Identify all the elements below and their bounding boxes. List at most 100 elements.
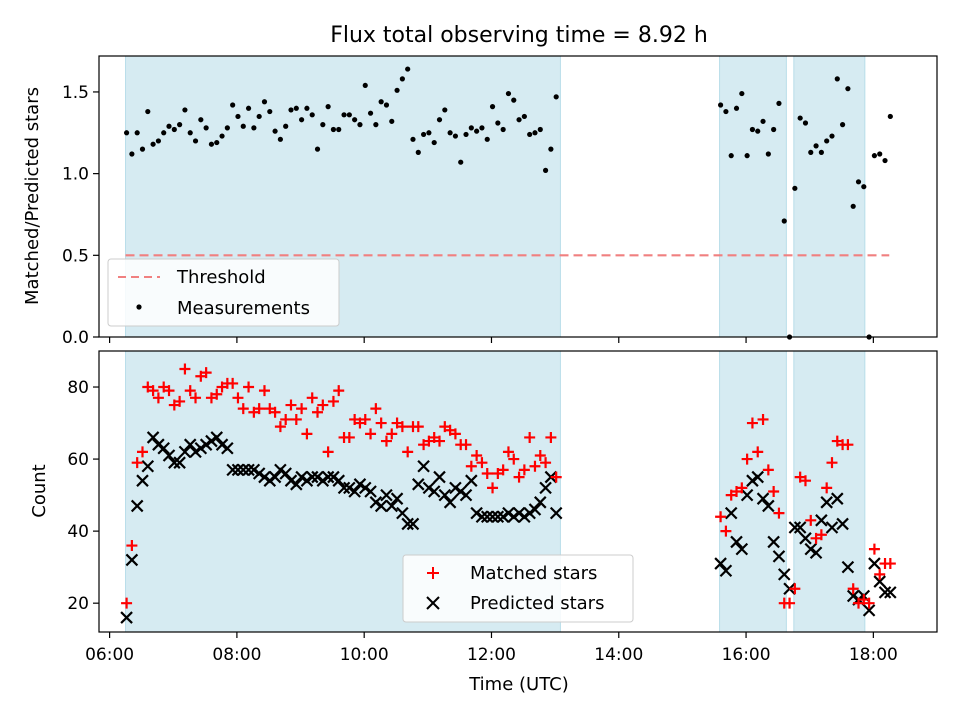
measurement-point <box>808 149 814 155</box>
predicted-star-point <box>284 474 298 487</box>
measurement-point <box>171 126 177 133</box>
top-panel: 0.0 0.5 1.0 1.5 Matched/Predicted stars Thr… <box>22 55 938 348</box>
matched-star-point <box>211 388 223 400</box>
predicted-star-point <box>433 470 446 484</box>
matched-star-point <box>868 543 880 555</box>
measurement-point <box>792 185 798 191</box>
predicted-star-point <box>162 449 176 462</box>
bottom-panel: 06:00 08:00 10:00 12:00 14:00 16:00 18:00 20 40 6… <box>29 350 938 695</box>
measurement-point <box>330 126 337 133</box>
predicted-star-point <box>141 460 155 473</box>
measurement-point <box>755 128 761 134</box>
predicted-star-point <box>804 542 818 556</box>
legend-measurements-swatch <box>136 304 142 310</box>
matched-star-point <box>200 367 212 379</box>
predicted-star-point <box>210 431 224 444</box>
measurement-point <box>346 112 352 118</box>
predicted-star-point <box>512 506 526 520</box>
matched-star-point <box>773 507 785 519</box>
measurement-point <box>314 146 321 152</box>
measurement-point <box>192 138 199 144</box>
measurement-point <box>829 133 835 139</box>
measurement-point <box>887 113 893 120</box>
matched-star-point <box>296 403 308 415</box>
matched-star-point <box>762 464 774 476</box>
measurement-point <box>855 179 862 185</box>
matched-star-point <box>386 428 398 440</box>
legend-predicted-swatch <box>426 596 440 610</box>
predicted-star-point <box>152 438 165 451</box>
measurement-point <box>198 117 204 123</box>
predicted-star-point <box>305 470 319 484</box>
measurement-point <box>182 107 188 113</box>
bottom-legend: Matched stars Predicted stars <box>402 554 634 623</box>
legend-matched-swatch <box>427 567 439 579</box>
predicted-star-point <box>263 474 277 487</box>
matched-star-point <box>174 395 186 407</box>
matched-star-point <box>163 385 175 397</box>
measurement-point <box>744 153 750 159</box>
predicted-star-point <box>274 463 287 477</box>
predicted-star-point <box>470 506 483 520</box>
predicted-star-point <box>268 470 282 484</box>
measurement-point <box>203 125 209 131</box>
predicted-star-point <box>173 456 186 469</box>
matched-star-point <box>497 464 509 476</box>
measurement-point <box>123 130 130 136</box>
predicted-star-point <box>475 510 489 523</box>
predicted-star-point <box>465 474 478 487</box>
predicted-star-point <box>231 463 245 477</box>
measurement-point <box>728 153 734 159</box>
measurement-point <box>325 104 331 110</box>
predicted-star-point <box>390 492 404 505</box>
chart-title: Flux total observing time = 8.92 h <box>330 23 708 48</box>
predicted-star-point <box>183 438 197 451</box>
measurement-point <box>521 113 527 120</box>
measurement-point <box>797 115 803 121</box>
x-axis-label: Time (UTC) <box>468 674 569 695</box>
predicted-star-point <box>380 488 393 502</box>
measurement-point <box>219 133 225 139</box>
matched-star-point <box>121 597 133 609</box>
predicted-star-point <box>841 560 855 574</box>
predicted-star-point <box>221 441 234 455</box>
predicted-star-point <box>125 553 139 567</box>
predicted-star-point <box>873 575 886 588</box>
matched-star-point <box>826 457 838 469</box>
observing-window-3 <box>793 55 866 338</box>
measurement-point <box>505 90 512 97</box>
measurement-point <box>299 117 305 123</box>
matched-star-point <box>317 399 329 411</box>
predicted-star-point <box>422 481 436 495</box>
predicted-star-point <box>226 463 239 477</box>
predicted-star-point <box>385 499 399 513</box>
matched-star-point <box>412 421 424 433</box>
predicted-star-point <box>316 474 330 487</box>
matched-star-point <box>513 471 525 483</box>
matched-star-point <box>179 363 191 375</box>
top-y-axis-label: Matched/Predicted stars <box>22 87 43 305</box>
predicted-star-point <box>868 557 881 570</box>
predicted-star-point <box>236 463 250 477</box>
bottom-y-tick-label: 40 <box>67 522 89 542</box>
matched-star-point <box>863 597 875 609</box>
matched-star-point <box>274 421 286 433</box>
predicted-star-point <box>777 568 791 581</box>
predicted-star-point <box>194 441 208 455</box>
measurement-point <box>718 102 724 108</box>
measurement-point <box>367 110 374 116</box>
measurement-point <box>436 117 443 123</box>
predicted-star-point <box>528 503 542 516</box>
predicted-star-point <box>343 481 356 495</box>
measurement-point <box>802 120 809 126</box>
predicted-star-point <box>321 470 335 484</box>
measurement-point <box>516 117 522 123</box>
matched-star-point <box>312 406 324 418</box>
matched-star-point <box>301 428 313 440</box>
measurement-point <box>245 105 252 111</box>
measurement-point <box>352 117 358 123</box>
matched-star-point <box>285 399 297 411</box>
x-tick-label: 12:00 <box>467 645 516 665</box>
measurement-point <box>426 130 432 136</box>
